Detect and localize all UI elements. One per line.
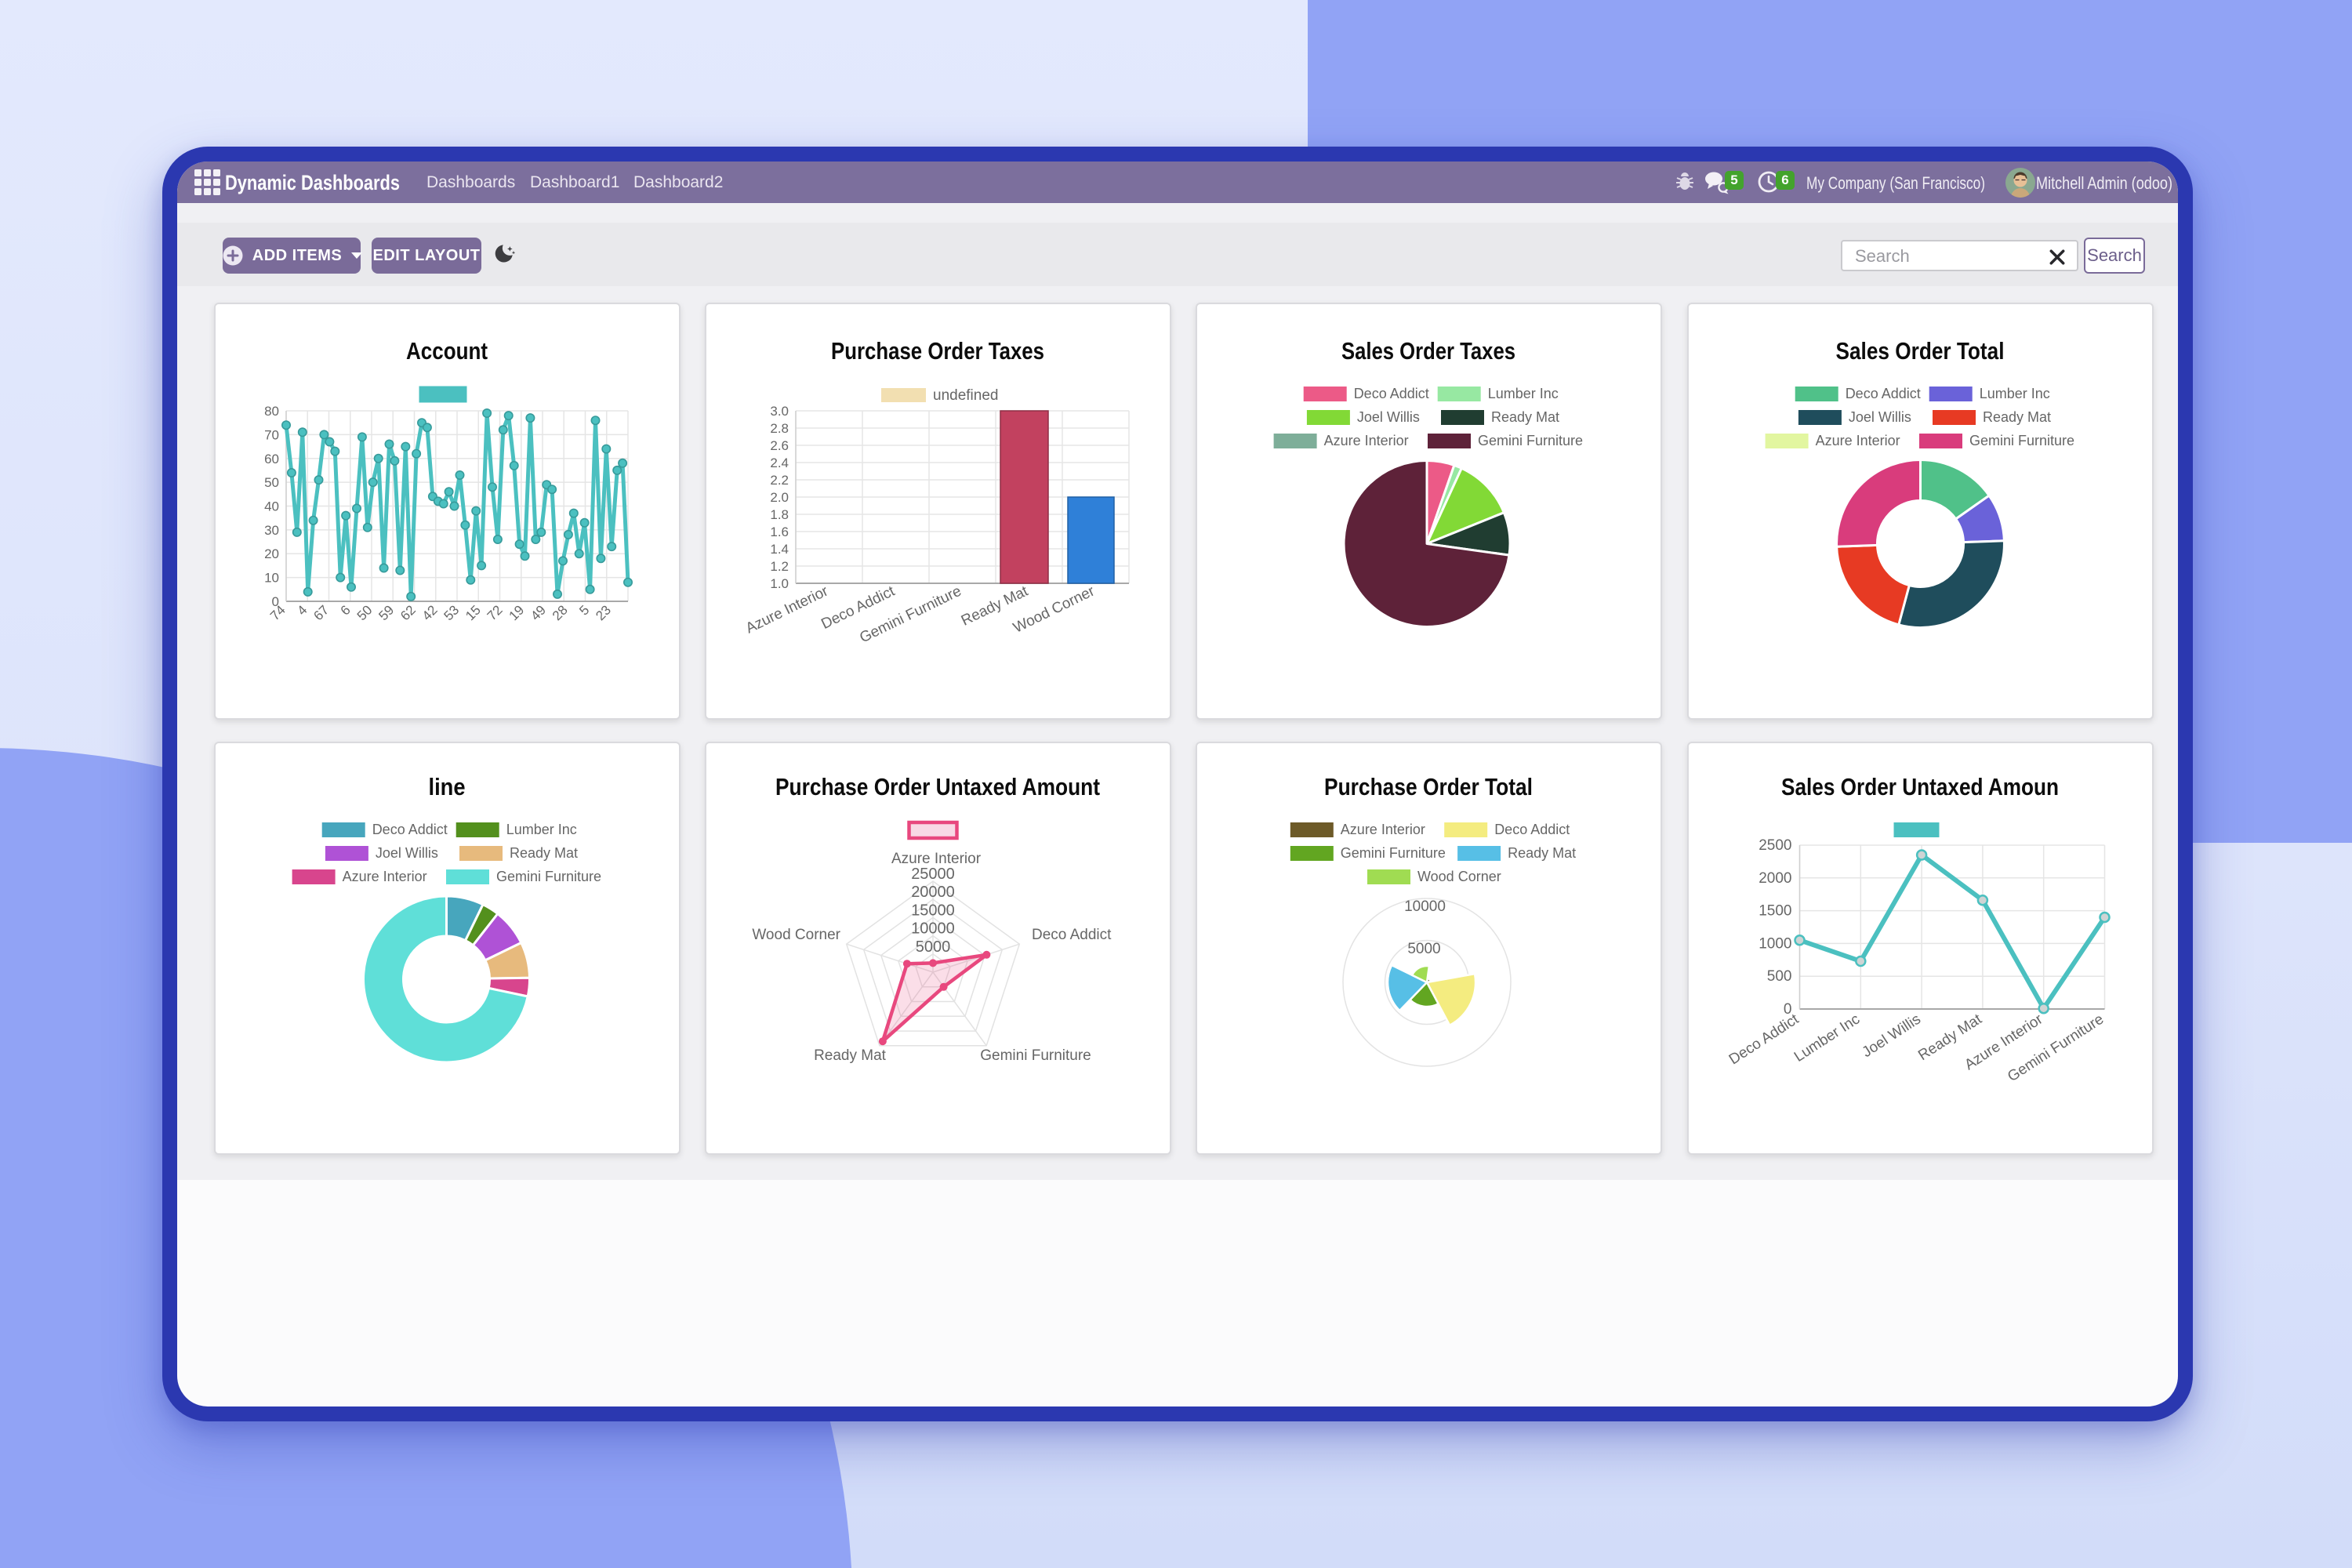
svg-text:2000: 2000 [1759, 870, 1791, 887]
svg-text:Sales Order Untaxed Amoun: Sales Order Untaxed Amoun [1781, 773, 2059, 800]
svg-text:0: 0 [271, 594, 278, 609]
svg-text:1.6: 1.6 [771, 524, 789, 539]
svg-text:0: 0 [1783, 1001, 1791, 1018]
svg-text:Wood Corner: Wood Corner [753, 927, 841, 943]
svg-text:6: 6 [337, 602, 353, 618]
svg-text:Azure Interior: Azure Interior [1323, 433, 1408, 448]
svg-text:Joel Willis: Joel Willis [375, 845, 437, 861]
svg-text:23: 23 [593, 602, 614, 623]
svg-text:2.0: 2.0 [771, 490, 789, 505]
svg-text:Ready Mat: Ready Mat [1508, 845, 1576, 861]
svg-text:Ready Mat: Ready Mat [1983, 409, 2051, 425]
svg-text:Ready Mat: Ready Mat [1491, 409, 1559, 425]
svg-text:1.0: 1.0 [771, 576, 789, 591]
svg-text:15000: 15000 [911, 902, 955, 919]
svg-text:5000: 5000 [1407, 941, 1440, 957]
svg-text:Lumber Inc: Lumber Inc [1979, 386, 2049, 401]
svg-text:Azure Interior: Azure Interior [891, 851, 982, 867]
svg-text:70: 70 [264, 427, 279, 442]
svg-text:2.6: 2.6 [771, 438, 789, 453]
svg-text:1.8: 1.8 [771, 507, 789, 522]
svg-text:Azure Interior: Azure Interior [1815, 433, 1900, 448]
svg-text:Deco Addict: Deco Addict [1032, 927, 1112, 943]
svg-text:28: 28 [549, 602, 570, 623]
svg-text:2.8: 2.8 [771, 421, 789, 436]
svg-text:3.0: 3.0 [771, 404, 789, 419]
svg-text:Gemini Furniture: Gemini Furniture [1478, 433, 1583, 448]
svg-text:Deco Addict: Deco Addict [1494, 822, 1570, 837]
svg-text:Joel Willis: Joel Willis [1357, 409, 1420, 425]
svg-text:Azure Interior: Azure Interior [1341, 822, 1425, 837]
svg-text:Mitchell Admin (odoo): Mitchell Admin (odoo) [2036, 173, 2172, 193]
svg-text:4: 4 [294, 602, 310, 618]
svg-text:Deco Addict: Deco Addict [1354, 386, 1429, 401]
svg-text:Lumber Inc: Lumber Inc [1488, 386, 1559, 401]
svg-text:50: 50 [354, 602, 375, 623]
svg-text:20: 20 [264, 546, 279, 561]
svg-text:74: 74 [267, 602, 289, 623]
svg-text:80: 80 [264, 404, 279, 419]
svg-text:50: 50 [264, 475, 279, 490]
svg-text:10000: 10000 [911, 920, 955, 938]
svg-text:Sales Order Total: Sales Order Total [1835, 337, 2004, 365]
svg-text:25000: 25000 [911, 866, 955, 883]
svg-text:20000: 20000 [911, 884, 955, 901]
svg-text:Azure Interior: Azure Interior [342, 869, 426, 884]
svg-text:Gemini Furniture: Gemini Furniture [1341, 845, 1446, 861]
svg-text:2500: 2500 [1759, 837, 1791, 854]
svg-text:2.2: 2.2 [771, 473, 789, 488]
svg-text:62: 62 [397, 602, 419, 623]
svg-text:Lumber Inc: Lumber Inc [1791, 1011, 1862, 1065]
svg-text:1.4: 1.4 [771, 542, 789, 557]
svg-text:Purchase Order Untaxed Amount: Purchase Order Untaxed Amount [775, 773, 1100, 800]
svg-text:72: 72 [484, 602, 505, 623]
svg-text:Sales Order Taxes: Sales Order Taxes [1341, 337, 1515, 365]
svg-text:line: line [428, 773, 465, 800]
svg-text:Account: Account [406, 337, 488, 365]
svg-text:Deco Addict: Deco Addict [1845, 386, 1920, 401]
svg-text:5: 5 [576, 602, 592, 618]
svg-text:Ready Mat: Ready Mat [814, 1047, 887, 1064]
svg-text:Joel Willis: Joel Willis [1859, 1011, 1923, 1062]
svg-text:Joel Willis: Joel Willis [1848, 409, 1911, 425]
svg-text:1500: 1500 [1759, 903, 1791, 920]
svg-text:59: 59 [376, 602, 397, 623]
svg-text:Deco Addict: Deco Addict [372, 822, 447, 837]
svg-text:1.2: 1.2 [771, 559, 789, 574]
svg-text:My Company (San Francisco): My Company (San Francisco) [1806, 173, 1985, 193]
svg-text:19: 19 [506, 602, 527, 623]
svg-text:Purchase Order Taxes: Purchase Order Taxes [831, 337, 1044, 365]
svg-text:Purchase Order Total: Purchase Order Total [1324, 773, 1533, 800]
svg-text:Ready Mat: Ready Mat [510, 845, 578, 861]
svg-text:500: 500 [1766, 968, 1791, 985]
svg-text:30: 30 [264, 522, 279, 537]
svg-text:60: 60 [264, 451, 279, 466]
svg-text:Deco Addict: Deco Addict [1726, 1011, 1802, 1068]
svg-text:Wood Corner: Wood Corner [1417, 869, 1501, 884]
svg-text:49: 49 [528, 602, 549, 623]
svg-text:53: 53 [441, 602, 462, 623]
svg-text:Dynamic Dashboards: Dynamic Dashboards [225, 171, 400, 194]
svg-text:15: 15 [463, 602, 484, 623]
svg-text:undefined: undefined [933, 387, 998, 404]
svg-text:5000: 5000 [916, 938, 951, 956]
svg-text:Lumber Inc: Lumber Inc [506, 822, 576, 837]
svg-text:1000: 1000 [1759, 935, 1791, 952]
svg-text:2.4: 2.4 [771, 456, 789, 470]
svg-text:Gemini Furniture: Gemini Furniture [981, 1047, 1092, 1064]
svg-text:40: 40 [264, 499, 279, 514]
svg-text:Gemini Furniture: Gemini Furniture [496, 869, 601, 884]
svg-text:Gemini Furniture: Gemini Furniture [1969, 433, 2074, 448]
svg-text:67: 67 [310, 602, 332, 623]
svg-text:10: 10 [264, 570, 279, 585]
svg-text:10000: 10000 [1404, 898, 1446, 915]
svg-text:42: 42 [419, 602, 440, 623]
